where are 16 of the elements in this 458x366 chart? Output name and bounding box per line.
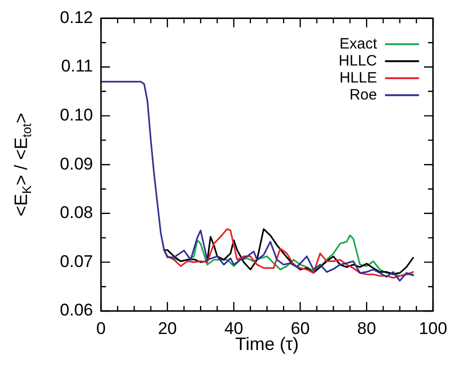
y-tick-label: 0.10: [60, 105, 93, 124]
x-tick-label: 80: [357, 318, 376, 338]
y-tick-label: 0.09: [60, 154, 93, 174]
legend-label: HLLC: [338, 52, 378, 70]
y-tick-label: 0.06: [60, 300, 93, 320]
y-tick-label: 0.07: [60, 252, 93, 271]
y-tick-label: 0.11: [61, 56, 93, 76]
y-tick-label: 0.12: [60, 8, 93, 27]
y-axis-title: <EK> / <Etot>: [10, 112, 34, 216]
x-tick-label: 100: [418, 318, 448, 338]
legend-label: Roe: [349, 86, 377, 104]
legend-label: Exact: [339, 35, 378, 52]
x-tick-label: 0: [96, 318, 106, 338]
legend-label: HLLE: [339, 69, 377, 86]
y-tick-label: 0.08: [60, 203, 93, 222]
x-tick-label: 20: [158, 318, 177, 338]
